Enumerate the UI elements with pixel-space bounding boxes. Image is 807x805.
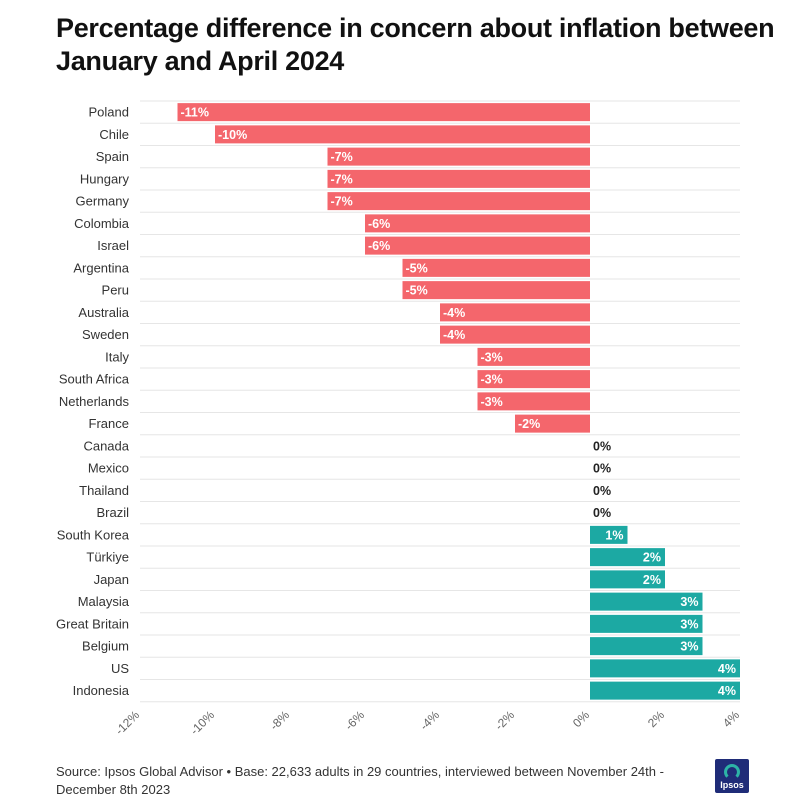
bar [477, 392, 590, 411]
category-label: US [111, 661, 129, 676]
category-label: Belgium [82, 639, 129, 654]
x-tick-label: -2% [492, 708, 517, 733]
category-label: Brazil [96, 505, 129, 520]
category-label: France [89, 416, 129, 431]
bar [477, 347, 590, 366]
category-label: Italy [105, 349, 129, 364]
bar [590, 525, 628, 544]
bar [590, 659, 740, 678]
bar [590, 637, 703, 656]
bar [327, 192, 590, 211]
bar [590, 681, 740, 700]
bar [327, 169, 590, 188]
value-label: 3% [680, 640, 698, 654]
bar [515, 414, 590, 433]
category-label: Argentina [73, 260, 129, 275]
source-note: Source: Ipsos Global Advisor • Base: 22,… [56, 764, 664, 797]
category-label: Malaysia [78, 594, 130, 609]
category-label: Spain [96, 149, 129, 164]
value-label: 4% [718, 684, 736, 698]
bar [365, 236, 590, 255]
bar-chart: Poland -11% Chile -10% Spain -7% Hungary -7% Ger… [56, 100, 742, 738]
bar [402, 281, 590, 300]
x-tick-label: -12% [112, 708, 142, 738]
value-label: 0% [593, 462, 611, 476]
bar [327, 147, 590, 166]
value-label: -7% [331, 150, 353, 164]
category-label: Australia [78, 305, 129, 320]
value-label: 3% [680, 617, 698, 631]
value-label: 0% [593, 506, 611, 520]
x-tick-label: -8% [267, 708, 292, 733]
category-label: Poland [89, 105, 129, 120]
category-label: Indonesia [73, 683, 130, 698]
category-label: Sweden [82, 327, 129, 342]
x-tick-label: 2% [645, 708, 667, 730]
bar [590, 548, 665, 567]
bar [215, 125, 590, 144]
bar [402, 258, 590, 277]
category-label: Japan [94, 572, 129, 587]
category-label: Thailand [79, 483, 129, 498]
logo-arc-icon [724, 764, 740, 780]
category-label: South Korea [57, 527, 130, 542]
value-label: 2% [643, 551, 661, 565]
category-label: South Africa [59, 372, 130, 387]
value-label: -7% [331, 195, 353, 209]
value-label: -6% [368, 217, 390, 231]
value-label: -10% [218, 128, 247, 142]
x-tick-label: -10% [187, 708, 217, 738]
category-label: Türkiye [86, 550, 129, 565]
value-label: 0% [593, 439, 611, 453]
bar [440, 303, 590, 322]
x-tick-label: -6% [342, 708, 367, 733]
x-tick-label: 0% [570, 708, 592, 730]
value-label: 0% [593, 484, 611, 498]
value-label: -2% [518, 417, 540, 431]
category-label: Chile [99, 127, 129, 142]
bar [590, 592, 703, 611]
bar [440, 325, 590, 344]
value-label: 1% [605, 528, 623, 542]
value-label: 4% [718, 662, 736, 676]
value-label: -3% [481, 350, 503, 364]
ipsos-logo: Ipsos [715, 759, 749, 793]
bar [477, 370, 590, 389]
bar [590, 614, 703, 633]
value-label: -11% [181, 106, 210, 120]
category-label: Canada [83, 438, 129, 453]
value-label: 3% [680, 595, 698, 609]
value-label: -3% [481, 395, 503, 409]
value-label: -5% [406, 261, 428, 275]
category-label: Mexico [88, 461, 129, 476]
value-label: -4% [443, 328, 465, 342]
category-label: Netherlands [59, 394, 130, 409]
category-label: Israel [97, 238, 129, 253]
bar [590, 570, 665, 589]
category-label: Peru [102, 283, 129, 298]
value-label: -5% [406, 284, 428, 298]
x-tick-label: -4% [417, 708, 442, 733]
logo-text: Ipsos [720, 780, 744, 790]
value-label: -3% [481, 373, 503, 387]
value-label: -4% [443, 306, 465, 320]
bar [177, 103, 590, 122]
x-tick-label: 4% [720, 708, 742, 730]
bar [365, 214, 590, 233]
category-label: Colombia [74, 216, 130, 231]
chart-title: Percentage difference in concern about i… [56, 13, 775, 76]
category-label: Germany [76, 194, 130, 209]
value-label: -7% [331, 172, 353, 186]
value-label: -6% [368, 239, 390, 253]
category-label: Hungary [80, 171, 130, 186]
value-label: 2% [643, 573, 661, 587]
category-label: Great Britain [56, 616, 129, 631]
